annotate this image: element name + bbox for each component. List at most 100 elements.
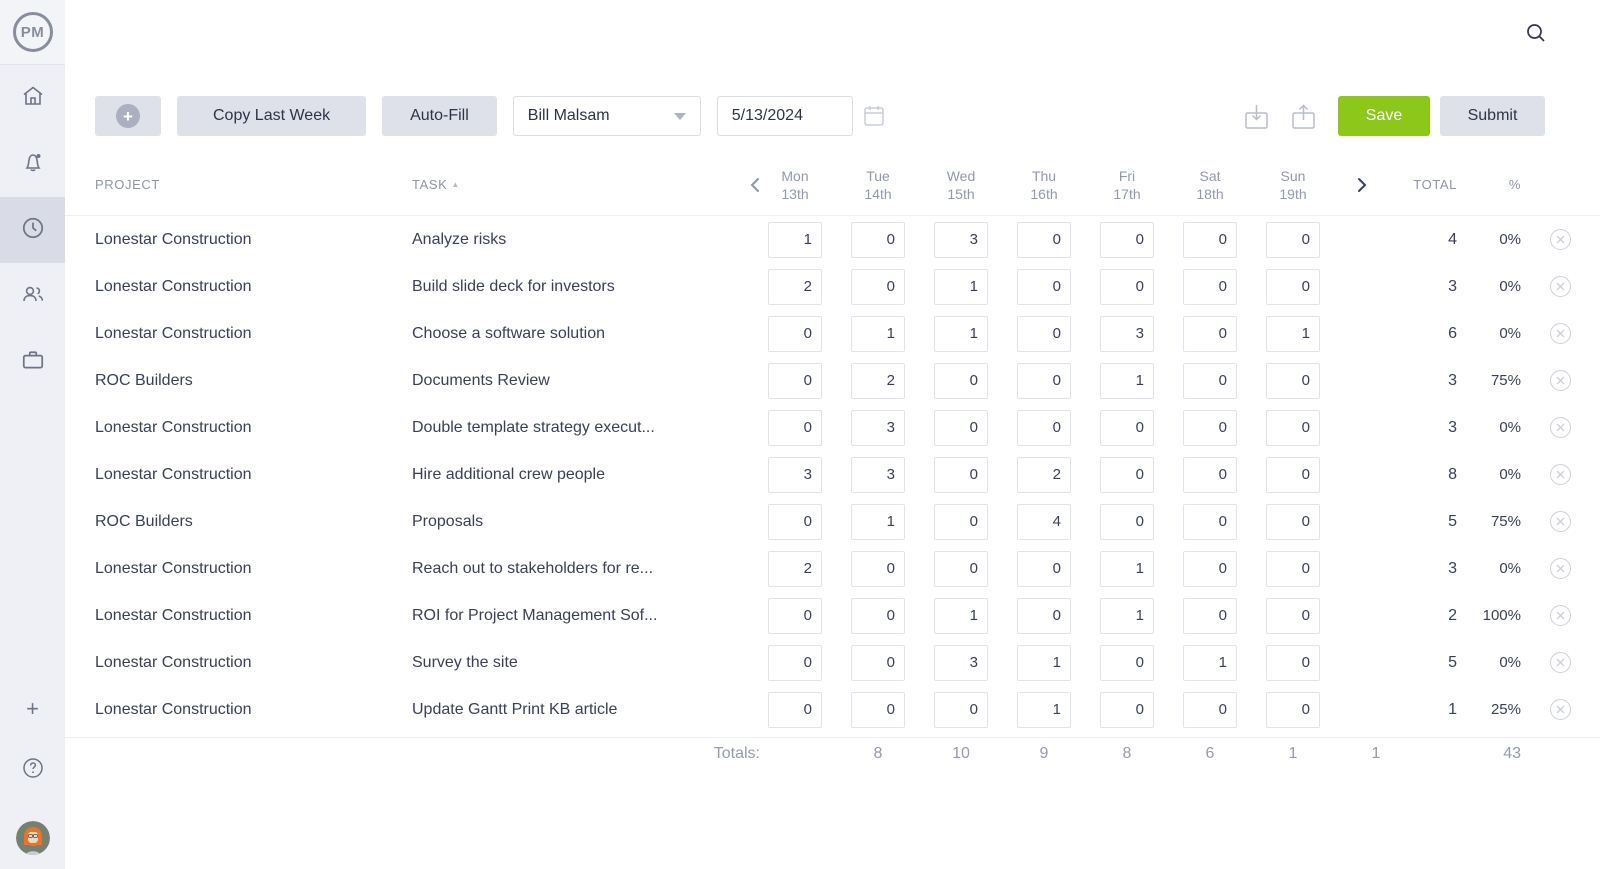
hours-input[interactable] <box>768 409 822 446</box>
delete-row-button[interactable] <box>1550 699 1571 720</box>
hours-input[interactable] <box>934 315 988 352</box>
hours-input[interactable] <box>934 362 988 399</box>
hours-input[interactable] <box>851 550 905 587</box>
hours-input[interactable] <box>851 456 905 493</box>
hours-input[interactable] <box>1183 503 1237 540</box>
save-button[interactable]: Save <box>1338 96 1430 136</box>
hours-input[interactable] <box>851 362 905 399</box>
hours-input[interactable] <box>768 221 822 258</box>
hours-input[interactable] <box>1017 221 1071 258</box>
search-icon[interactable] <box>1524 21 1548 50</box>
hours-input[interactable] <box>934 597 988 634</box>
hours-input[interactable] <box>1183 221 1237 258</box>
hours-input[interactable] <box>1183 550 1237 587</box>
hours-input[interactable] <box>1266 550 1320 587</box>
hours-input[interactable] <box>851 221 905 258</box>
hours-input[interactable] <box>768 362 822 399</box>
help-button[interactable] <box>21 756 45 785</box>
hours-input[interactable] <box>934 456 988 493</box>
hours-input[interactable] <box>1100 315 1154 352</box>
export-icon[interactable] <box>1291 103 1316 130</box>
delete-row-button[interactable] <box>1550 464 1571 485</box>
user-avatar[interactable] <box>15 821 50 855</box>
hours-input[interactable] <box>768 691 822 728</box>
delete-row-button[interactable] <box>1550 370 1571 391</box>
hours-input[interactable] <box>1017 644 1071 681</box>
copy-last-week-button[interactable]: Copy Last Week <box>177 96 367 136</box>
user-select[interactable]: Bill Malsam <box>512 96 701 136</box>
hours-input[interactable] <box>934 503 988 540</box>
hours-input[interactable] <box>1017 550 1071 587</box>
hours-input[interactable] <box>1183 644 1237 681</box>
hours-input[interactable] <box>1266 362 1320 399</box>
hours-input[interactable] <box>1183 597 1237 634</box>
sidebar-item-timesheets[interactable] <box>0 197 65 263</box>
hours-input[interactable] <box>1183 409 1237 446</box>
hours-input[interactable] <box>1017 597 1071 634</box>
hours-input[interactable] <box>1183 268 1237 305</box>
delete-row-button[interactable] <box>1550 229 1571 250</box>
hours-input[interactable] <box>1266 315 1320 352</box>
hours-input[interactable] <box>768 315 822 352</box>
hours-input[interactable] <box>1100 503 1154 540</box>
delete-row-button[interactable] <box>1550 511 1571 532</box>
hours-input[interactable] <box>768 268 822 305</box>
hours-input[interactable] <box>1100 456 1154 493</box>
delete-row-button[interactable] <box>1550 558 1571 579</box>
sidebar-item-home[interactable] <box>0 65 65 131</box>
hours-input[interactable] <box>934 691 988 728</box>
next-week-button[interactable] <box>1349 176 1375 194</box>
delete-row-button[interactable] <box>1550 417 1571 438</box>
hours-input[interactable] <box>768 597 822 634</box>
hours-input[interactable] <box>1266 221 1320 258</box>
hours-input[interactable] <box>1266 409 1320 446</box>
sidebar-item-projects[interactable] <box>0 329 65 395</box>
delete-row-button[interactable] <box>1550 276 1571 297</box>
hours-input[interactable] <box>1017 268 1071 305</box>
hours-input[interactable] <box>1017 409 1071 446</box>
hours-input[interactable] <box>1266 597 1320 634</box>
hours-input[interactable] <box>1100 550 1154 587</box>
week-date-input[interactable] <box>716 96 853 136</box>
hours-input[interactable] <box>934 268 988 305</box>
hours-input[interactable] <box>934 550 988 587</box>
hours-input[interactable] <box>768 550 822 587</box>
autofill-button[interactable]: Auto-Fill <box>382 96 497 136</box>
hours-input[interactable] <box>851 503 905 540</box>
hours-input[interactable] <box>1100 691 1154 728</box>
hours-input[interactable] <box>1100 644 1154 681</box>
hours-input[interactable] <box>851 315 905 352</box>
hours-input[interactable] <box>1183 691 1237 728</box>
hours-input[interactable] <box>851 409 905 446</box>
hours-input[interactable] <box>768 456 822 493</box>
hours-input[interactable] <box>1100 362 1154 399</box>
hours-input[interactable] <box>1100 268 1154 305</box>
hours-input[interactable] <box>1266 644 1320 681</box>
hours-input[interactable] <box>1266 503 1320 540</box>
hours-input[interactable] <box>934 221 988 258</box>
delete-row-button[interactable] <box>1550 605 1571 626</box>
hours-input[interactable] <box>851 597 905 634</box>
hours-input[interactable] <box>1183 315 1237 352</box>
hours-input[interactable] <box>851 268 905 305</box>
delete-row-button[interactable] <box>1550 652 1571 673</box>
add-task-button[interactable]: + <box>95 96 161 136</box>
hours-input[interactable] <box>934 409 988 446</box>
hours-input[interactable] <box>934 644 988 681</box>
hours-input[interactable] <box>1100 221 1154 258</box>
hours-input[interactable] <box>1183 362 1237 399</box>
submit-button[interactable]: Submit <box>1440 96 1545 136</box>
hours-input[interactable] <box>1183 456 1237 493</box>
hours-input[interactable] <box>851 644 905 681</box>
hours-input[interactable] <box>1266 268 1320 305</box>
hours-input[interactable] <box>1017 315 1071 352</box>
add-new-button[interactable]: + <box>26 696 39 721</box>
hours-input[interactable] <box>768 503 822 540</box>
sidebar-item-notifications[interactable] <box>0 131 65 197</box>
sidebar-item-team[interactable] <box>0 263 65 329</box>
hours-input[interactable] <box>1266 691 1320 728</box>
column-header-task[interactable]: TASK ▲ <box>412 177 460 192</box>
hours-input[interactable] <box>1017 691 1071 728</box>
import-icon[interactable] <box>1244 103 1269 130</box>
previous-week-button[interactable] <box>742 176 768 194</box>
